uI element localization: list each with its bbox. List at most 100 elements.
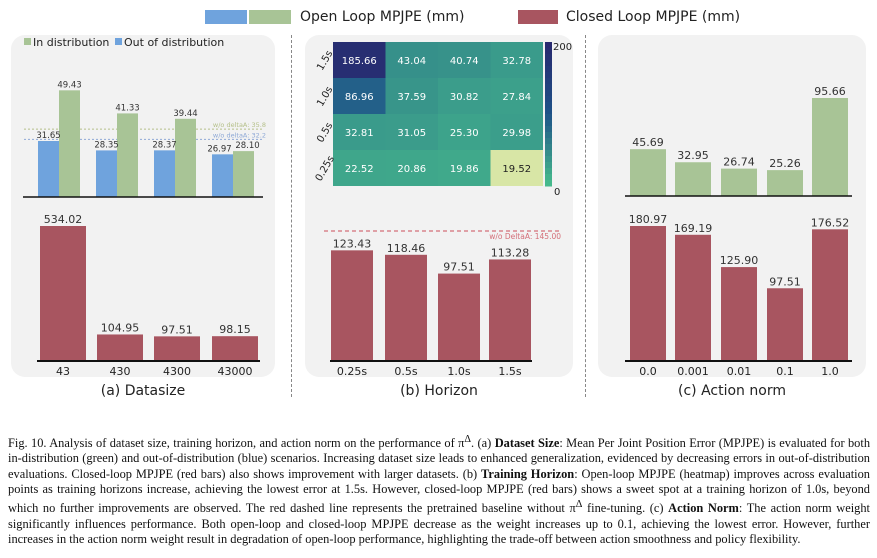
bar-closed-datasize-3 [212, 336, 258, 361]
label-open-actnorm-0: 45.69 [632, 136, 664, 149]
tick-actnorm-3: 0.1 [776, 365, 794, 378]
heat-cell-0-1 [385, 42, 438, 78]
bar-open-actnorm-4 [812, 98, 848, 196]
colorbar-seg-23 [545, 180, 552, 187]
colorbar-seg-20 [545, 162, 552, 169]
tick-actnorm-0: 0.0 [639, 365, 657, 378]
bar-in-dist-0 [59, 90, 80, 197]
bar-closed-horizon-2 [438, 273, 480, 361]
heat-value-3-3: 19.52 [502, 164, 531, 175]
caption-text-1: Fig. 10. Analysis of dataset size, train… [8, 436, 465, 451]
caption-text-5: fine-tuning. (c) [582, 501, 669, 516]
subfig-label-b: (b) Horizon [400, 383, 478, 399]
label-open-actnorm-4: 95.66 [814, 85, 846, 98]
heat-value-1-2: 30.82 [450, 92, 479, 103]
heat-value-2-1: 31.05 [397, 128, 426, 139]
label-closed-horizon-2: 97.51 [443, 261, 475, 274]
tick-datasize-2: 4300 [163, 365, 191, 378]
label-in-dist-1: 41.33 [115, 103, 139, 113]
caption-sup-2: Δ [575, 499, 583, 511]
bar-closed-actnorm-2 [721, 267, 757, 361]
caption-sup-1: Δ [464, 434, 472, 445]
colorbar-seg-1 [545, 48, 552, 55]
bar-in-dist-2 [175, 118, 196, 197]
tick-horizon-2: 1.0s [447, 365, 470, 378]
tick-actnorm-4: 1.0 [821, 365, 839, 378]
bar-out-dist-3 [212, 154, 233, 197]
label-closed-actnorm-4: 176.52 [811, 216, 850, 229]
heat-cell-2-2 [438, 114, 491, 150]
ref-label-horizon: w/o DeltaA: 145.00 [489, 232, 561, 241]
figure-caption: Fig. 10. Analysis of dataset size, train… [8, 432, 870, 547]
bar-out-dist-0 [38, 140, 59, 197]
heat-cell-0-3 [490, 42, 543, 78]
bar-closed-horizon-0 [331, 250, 373, 361]
colorbar-seg-17 [545, 144, 552, 151]
heat-row-label-0: 1.5s [315, 49, 335, 73]
colorbar-seg-6 [545, 78, 552, 85]
label-out-dist-0: 31.65 [36, 131, 60, 141]
caption-bold-training-horizon: Training Horizon [481, 466, 575, 481]
heat-value-0-1: 43.04 [397, 56, 426, 67]
label-out-dist-3: 26.97 [207, 144, 231, 154]
colorbar-seg-8 [545, 90, 552, 97]
bar-in-dist-1 [117, 113, 138, 197]
bar-open-actnorm-2 [721, 168, 757, 196]
tick-horizon-3: 1.5s [498, 365, 521, 378]
label-closed-datasize-1: 104.95 [101, 321, 140, 334]
heat-value-2-2: 25.30 [450, 128, 479, 139]
heat-cell-3-2 [438, 150, 491, 186]
bar-open-actnorm-3 [767, 170, 803, 196]
colorbar-seg-4 [545, 66, 552, 73]
heat-cell-1-0 [333, 78, 386, 114]
caption-text-2: . (a) [471, 436, 495, 451]
heat-value-0-2: 40.74 [450, 56, 479, 67]
colorbar-seg-9 [545, 96, 552, 103]
tick-datasize-0: 43 [56, 365, 70, 378]
label-closed-actnorm-2: 125.90 [720, 254, 759, 267]
bar-closed-actnorm-1 [675, 234, 711, 361]
caption-text-4: : Open-loop MPJPE (heatmap) improves acr… [8, 466, 870, 516]
heat-cell-2-3 [490, 114, 543, 150]
heat-cell-0-0 [333, 42, 386, 78]
colorbar-seg-2 [545, 54, 552, 61]
bar-closed-datasize-0 [40, 226, 86, 361]
legend-swatch-green [249, 10, 291, 24]
label-closed-horizon-3: 113.28 [491, 246, 530, 259]
label-open-actnorm-3: 25.26 [769, 157, 801, 170]
colorbar-seg-19 [545, 156, 552, 163]
heat-value-3-0: 22.52 [345, 164, 374, 175]
heat-cell-2-1 [385, 114, 438, 150]
bar-closed-datasize-1 [97, 334, 143, 361]
figure-charts: In distribution Out of distribution w/o de… [23, 36, 852, 378]
tick-datasize-1: 430 [110, 365, 131, 378]
label-closed-datasize-0: 534.02 [44, 213, 83, 226]
divider-1 [291, 35, 292, 397]
legend-out-dist-label: Out of distribution [124, 36, 224, 49]
colorbar-seg-11 [545, 108, 552, 115]
caption-bold-dataset-size: Dataset Size [494, 436, 560, 451]
legend-closed-loop: Closed Loop MPJPE (mm) [566, 9, 741, 25]
caption-text-6: : The action norm weight significantly i… [8, 501, 871, 547]
colorbar-seg-7 [545, 84, 552, 91]
colorbar-seg-0 [545, 42, 552, 49]
bar-out-dist-1 [96, 150, 117, 197]
label-closed-horizon-1: 118.46 [387, 242, 426, 255]
colorbar-min-label: 0 [554, 187, 560, 198]
legend-in-dist-swatch [24, 38, 31, 45]
colorbar-seg-22 [545, 174, 552, 181]
bar-closed-datasize-2 [154, 336, 200, 361]
label-in-dist-3: 28.10 [235, 141, 259, 151]
heat-row-label-2: 0.5s [315, 121, 335, 145]
colorbar-seg-21 [545, 168, 552, 175]
subfig-label-c: (c) Action norm [678, 383, 786, 399]
tick-horizon-0: 0.25s [337, 365, 367, 378]
colorbar-seg-5 [545, 72, 552, 79]
bar-closed-horizon-3 [489, 259, 531, 361]
label-out-dist-2: 28.37 [152, 140, 176, 150]
label-closed-actnorm-0: 180.97 [629, 213, 668, 226]
heat-value-3-2: 19.86 [450, 164, 479, 175]
label-in-dist-2: 39.44 [173, 109, 197, 119]
bar-closed-actnorm-4 [812, 229, 848, 361]
figure-legend: Open Loop MPJPE (mm) Closed Loop MPJPE (… [0, 8, 877, 30]
